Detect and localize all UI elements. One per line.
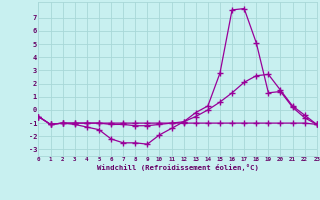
X-axis label: Windchill (Refroidissement éolien,°C): Windchill (Refroidissement éolien,°C) (97, 164, 259, 171)
